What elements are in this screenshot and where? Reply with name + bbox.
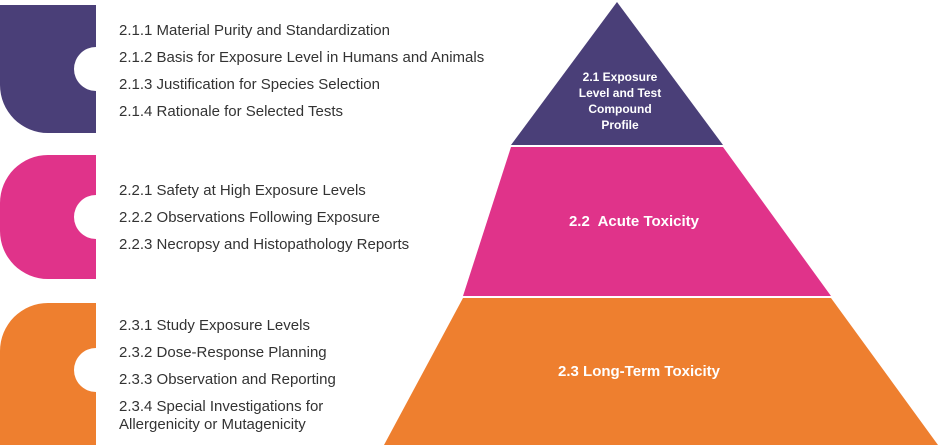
section-2-1-tab-shape	[0, 5, 96, 133]
list-item: 2.1.3 Justification for Species Selectio…	[119, 76, 380, 93]
pyramid-tier-top-label: 2.1 Exposure Level and Test Compound Pro…	[578, 70, 662, 132]
list-item: 2.2.3 Necropsy and Histopathology Report…	[119, 236, 410, 253]
list-item: 2.1.2 Basis for Exposure Level in Humans…	[119, 49, 485, 66]
section-2-1-list: 2.1.1 Material Purity and Standardizatio…	[119, 17, 484, 125]
list-item: 2.1.1 Material Purity and Standardizatio…	[119, 22, 390, 39]
list-item: 2.2.2 Observations Following Exposure	[119, 209, 380, 226]
section-2-2-list: 2.2.1 Safety at High Exposure Levels 2.2…	[119, 177, 409, 258]
list-item: 2.1.4 Rationale for Selected Tests	[119, 103, 344, 120]
list-item: 2.3.3 Observation and Reporting	[119, 371, 336, 388]
pyramid-tier-top	[511, 2, 723, 145]
pyramid-tier-middle-label: 2.2 Acute Toxicity	[568, 213, 700, 230]
section-2-3-tab-shape	[0, 303, 96, 445]
list-item: 2.3.1 Study Exposure Levels	[119, 317, 310, 334]
section-2-2-group: 2.2.1 Safety at High Exposure Levels 2.2…	[0, 155, 520, 279]
list-item: 2.2.1 Safety at High Exposure Levels	[119, 182, 366, 199]
section-2-3-group: 2.3.1 Study Exposure Levels 2.3.2 Dose-R…	[0, 303, 520, 445]
list-item: 2.3.2 Dose-Response Planning	[119, 344, 327, 361]
section-2-2-tab-shape	[0, 155, 96, 279]
section-2-3-list: 2.3.1 Study Exposure Levels 2.3.2 Dose-R…	[119, 312, 379, 434]
pyramid-tier-bottom-label: 2.3 Long-Term Toxicity	[558, 363, 720, 380]
list-item: 2.3.4 Special Investigations for Allerge…	[119, 398, 324, 433]
section-2-1-group: 2.1.1 Material Purity and Standardizatio…	[0, 5, 520, 133]
pyramid-tier-middle	[463, 147, 831, 296]
pyramid-tier-bottom	[384, 298, 938, 445]
